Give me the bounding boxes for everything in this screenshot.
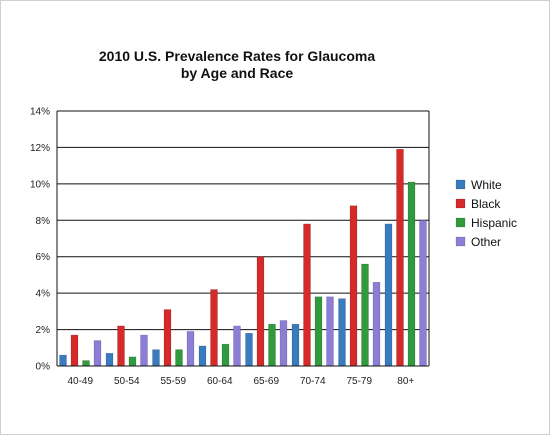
- gridlines: [57, 110, 429, 331]
- bar-other: [233, 325, 241, 367]
- x-tick-label: 75-79: [346, 376, 372, 387]
- bar-white: [152, 349, 160, 367]
- bar-black: [256, 256, 265, 367]
- legend-label-black: Black: [471, 197, 501, 211]
- bar-other: [186, 331, 195, 367]
- axes: [56, 111, 430, 367]
- bar-white: [384, 223, 393, 367]
- bar-other: [372, 281, 381, 367]
- bar-hispanic: [314, 296, 323, 367]
- bar-hispanic: [128, 356, 137, 367]
- bar-black: [396, 149, 404, 367]
- bar-other: [326, 296, 334, 367]
- y-tick-label: 14%: [30, 107, 50, 118]
- legend-swatch-hispanic: [455, 217, 466, 228]
- bar-white: [59, 354, 67, 367]
- chart-title-line-2: by Age and Race: [181, 65, 294, 81]
- y-tick-label: 12%: [30, 143, 50, 154]
- bar-hispanic: [407, 181, 416, 367]
- y-tick-label: 8%: [36, 216, 51, 227]
- x-tick-label: 40-49: [67, 376, 93, 387]
- bar-other: [279, 320, 288, 367]
- bar-hispanic: [175, 349, 183, 367]
- x-tick-label: 65-69: [253, 376, 279, 387]
- bar-white: [291, 323, 300, 367]
- bar-white: [105, 353, 114, 367]
- x-tick-label: 50-54: [114, 376, 140, 387]
- x-tick-label: 80+: [397, 376, 414, 387]
- bar-other: [93, 340, 102, 367]
- x-tick-label: 70-74: [300, 376, 326, 387]
- x-tick-label: 55-59: [160, 376, 186, 387]
- y-tick-label: 10%: [30, 179, 50, 190]
- bar-black: [70, 334, 79, 367]
- bar-black: [210, 289, 218, 367]
- y-tick-label: 6%: [36, 252, 51, 263]
- bar-black: [163, 309, 172, 367]
- legend-label-white: White: [471, 178, 502, 192]
- bar-other: [140, 334, 148, 367]
- bar-black: [303, 223, 311, 367]
- legend: White Black Hispanic Other: [455, 178, 517, 249]
- y-tick-label: 2%: [36, 325, 51, 336]
- bar-hispanic: [361, 263, 369, 367]
- y-tick-label: 4%: [36, 289, 51, 300]
- bar-hispanic: [82, 360, 90, 367]
- bar-hispanic: [221, 343, 230, 367]
- legend-label-hispanic: Hispanic: [471, 216, 517, 230]
- bar-hispanic: [268, 323, 276, 367]
- legend-swatch-other: [455, 236, 466, 247]
- chart-title-line-1: 2010 U.S. Prevalence Rates for Glaucoma: [99, 48, 375, 64]
- bar-other: [419, 220, 427, 367]
- bar-black: [117, 325, 125, 367]
- x-tick-label: 60-64: [207, 376, 233, 387]
- y-tick-label: 0%: [36, 362, 51, 373]
- legend-swatch-white: [455, 179, 466, 190]
- bar-white: [198, 345, 207, 367]
- x-tick-labels: 40-49 50-54 55-59 60-64 65-69 70-74 75-79 80+: [67, 376, 414, 387]
- bars: [59, 149, 427, 367]
- legend-swatch-black: [455, 198, 466, 209]
- bar-black: [349, 205, 358, 367]
- y-tick-labels: 0% 2% 4% 6% 8% 10% 12% 14%: [30, 107, 50, 373]
- bar-white: [338, 298, 346, 367]
- legend-label-other: Other: [471, 235, 501, 249]
- bar-white: [245, 332, 253, 367]
